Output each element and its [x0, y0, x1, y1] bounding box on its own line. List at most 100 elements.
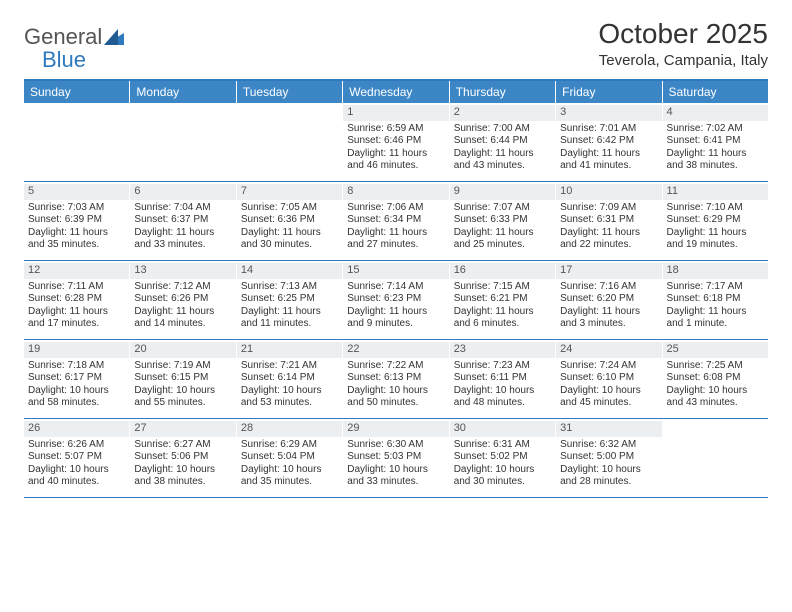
weekday-header: Sunday Monday Tuesday Wednesday Thursday… — [24, 81, 768, 103]
sunrise-line: Sunrise: 6:30 AM — [347, 439, 444, 452]
daylight-line: Daylight: 11 hours and 38 minutes. — [667, 148, 764, 173]
calendar-page: General October 2025 Teverola, Campania,… — [0, 0, 792, 498]
day-number: 23 — [450, 342, 555, 358]
day-number: 19 — [24, 342, 129, 358]
sunrise-line: Sunrise: 7:01 AM — [560, 123, 657, 136]
day-number: 26 — [24, 421, 129, 437]
sunset-line: Sunset: 6:34 PM — [347, 214, 444, 227]
sunset-line: Sunset: 5:06 PM — [134, 451, 231, 464]
calendar-body: 1Sunrise: 6:59 AMSunset: 6:46 PMDaylight… — [24, 103, 768, 498]
sunrise-line: Sunrise: 7:12 AM — [134, 281, 231, 294]
day-cell — [24, 103, 130, 181]
day-number: 8 — [343, 184, 448, 200]
location-subtitle: Teverola, Campania, Italy — [598, 52, 768, 69]
day-cell: 1Sunrise: 6:59 AMSunset: 6:46 PMDaylight… — [343, 103, 449, 181]
sunset-line: Sunset: 6:42 PM — [560, 135, 657, 148]
sunrise-line: Sunrise: 7:13 AM — [241, 281, 338, 294]
sunrise-line: Sunrise: 7:05 AM — [241, 202, 338, 215]
day-number: 24 — [556, 342, 661, 358]
daylight-line: Daylight: 10 hours and 40 minutes. — [28, 464, 125, 489]
sunset-line: Sunset: 6:28 PM — [28, 293, 125, 306]
day-number: 20 — [130, 342, 235, 358]
day-number: 4 — [663, 105, 768, 121]
day-cell: 29 Sunrise: 6:30 AMSunset: 5:03 PMDayligh… — [343, 419, 449, 497]
day-cell: 26 Sunrise: 6:26 AMSunset: 5:07 PMDayligh… — [24, 419, 130, 497]
sunrise-line: Sunrise: 7:11 AM — [28, 281, 125, 294]
day-cell: 5Sunrise: 7:03 AMSunset: 6:39 PMDaylight… — [24, 182, 130, 260]
day-number: 16 — [450, 263, 555, 279]
sunrise-line: Sunrise: 7:21 AM — [241, 360, 338, 373]
weekday-tue: Tuesday — [237, 81, 343, 103]
daylight-line: Daylight: 10 hours and 45 minutes. — [560, 385, 657, 410]
daylight-line: Daylight: 10 hours and 38 minutes. — [134, 464, 231, 489]
sunrise-line: Sunrise: 7:24 AM — [560, 360, 657, 373]
sunset-line: Sunset: 6:33 PM — [454, 214, 551, 227]
day-cell: 12Sunrise: 7:11 AMSunset: 6:28 PMDayligh… — [24, 261, 130, 339]
sunrise-line: Sunrise: 7:18 AM — [28, 360, 125, 373]
daylight-line: Daylight: 11 hours and 11 minutes. — [241, 306, 338, 331]
sunset-line: Sunset: 6:44 PM — [454, 135, 551, 148]
week-row: 12 Sunrise: 7:11 AMSunset: 6:28 PM Dayligh… — [24, 261, 768, 340]
week-row: 5Sunrise: 7:03 AMSunset: 6:39 PMDaylight… — [24, 182, 768, 261]
day-cell: 11Sunrise: 7:10 AMSunset: 6:29 PMDayligh… — [663, 182, 768, 260]
sunrise-line: Sunrise: 7:07 AM — [454, 202, 551, 215]
day-cell: 27Sunrise: 6:27 AMSunset: 5:06 PMDayligh… — [130, 419, 236, 497]
day-cell: 8Sunrise: 7:06 AMSunset: 6:34 PMDaylight… — [343, 182, 449, 260]
day-cell: 16Sunrise: 7:15 AMSunset: 6:21 PMDayligh… — [450, 261, 556, 339]
day-cell: 25Sunrise: 7:25 AMSunset: 6:08 PMDayligh… — [663, 340, 768, 418]
day-cell: 3 Sunrise: 7:01 AMSunset: 6:42 PMDaylight… — [556, 103, 662, 181]
calendar: Sunday Monday Tuesday Wednesday Thursday… — [24, 79, 768, 498]
day-number: 29 — [343, 421, 448, 437]
daylight-line: Daylight: 11 hours and 30 minutes. — [241, 227, 338, 252]
sunset-line: Sunset: 6:10 PM — [560, 372, 657, 385]
sunset-line: Sunset: 6:36 PM — [241, 214, 338, 227]
sunset-line: Sunset: 6:14 PM — [241, 372, 338, 385]
daylight-line: Daylight: 11 hours and 14 minutes. — [134, 306, 231, 331]
day-number: 9 — [450, 184, 555, 200]
week-row: 26Sunrise: 6:26 AMSunset: 5:07 PMDayligh… — [24, 419, 768, 498]
daylight-line: Daylight: 11 hours and 3 minutes. — [560, 306, 657, 331]
sunset-line: Sunset: 6:23 PM — [347, 293, 444, 306]
daylight-line: Daylight: 11 hours and 41 minutes. — [560, 148, 657, 173]
daylight-line: Daylight: 11 hours and 6 minutes. — [454, 306, 551, 331]
daylight-line: Daylight: 10 hours and 58 minutes. — [28, 385, 125, 410]
daylight-line: Daylight: 11 hours and 9 minutes. — [347, 306, 444, 331]
daylight-line: Daylight: 10 hours and 33 minutes. — [347, 464, 444, 489]
day-cell: 15Sunrise: 7:14 AMSunset: 6:23 PMDayligh… — [343, 261, 449, 339]
day-number: 15 — [343, 263, 448, 279]
day-number: 31 — [556, 421, 661, 437]
day-number: 12 — [24, 263, 129, 279]
sunrise-line: Sunrise: 7:19 AM — [134, 360, 231, 373]
day-number: 28 — [237, 421, 342, 437]
day-number: 18 — [663, 263, 768, 279]
sunset-line: Sunset: 6:25 PM — [241, 293, 338, 306]
sunrise-line: Sunrise: 6:32 AM — [560, 439, 657, 452]
logo-triangle-icon — [104, 25, 124, 51]
daylight-line: Daylight: 11 hours and 19 minutes. — [667, 227, 764, 252]
day-cell: 19 Sunrise: 7:18 AMSunset: 6:17 PMDayligh… — [24, 340, 130, 418]
sunrise-line: Sunrise: 7:10 AM — [667, 202, 764, 215]
week-row: 19Sunrise: 7:18 AMSunset: 6:17 PMDayligh… — [24, 340, 768, 419]
sunset-line: Sunset: 6:17 PM — [28, 372, 125, 385]
day-number: 10 — [556, 184, 661, 200]
sunset-line: Sunset: 6:11 PM — [454, 372, 551, 385]
sunrise-line: Sunrise: 6:26 AM — [28, 439, 125, 452]
sunset-line: Sunset: 6:08 PM — [667, 372, 764, 385]
sunset-line: Sunset: 5:07 PM — [28, 451, 125, 464]
weekday-fri: Friday — [556, 81, 662, 103]
weekday-sat: Saturday — [663, 81, 768, 103]
day-cell: 14Sunrise: 7:13 AMSunset: 6:25 PMDayligh… — [237, 261, 343, 339]
day-number: 3 — [556, 105, 661, 121]
day-cell: 2Sunrise: 7:00 AMSunset: 6:44 PMDaylight… — [450, 103, 556, 181]
daylight-line: Daylight: 10 hours and 30 minutes. — [454, 464, 551, 489]
sunset-line: Sunset: 6:39 PM — [28, 214, 125, 227]
day-cell: 23Sunrise: 7:23 AMSunset: 6:11 PMDayligh… — [450, 340, 556, 418]
sunrise-line: Sunrise: 7:16 AM — [560, 281, 657, 294]
sunset-line: Sunset: 5:03 PM — [347, 451, 444, 464]
day-cell — [663, 419, 768, 497]
title-block: October 2025 Teverola, Campania, Italy — [598, 18, 768, 69]
sunset-line: Sunset: 6:46 PM — [347, 135, 444, 148]
daylight-line: Daylight: 11 hours and 25 minutes. — [454, 227, 551, 252]
daylight-line: Daylight: 11 hours and 43 minutes. — [454, 148, 551, 173]
sunrise-line: Sunrise: 7:03 AM — [28, 202, 125, 215]
